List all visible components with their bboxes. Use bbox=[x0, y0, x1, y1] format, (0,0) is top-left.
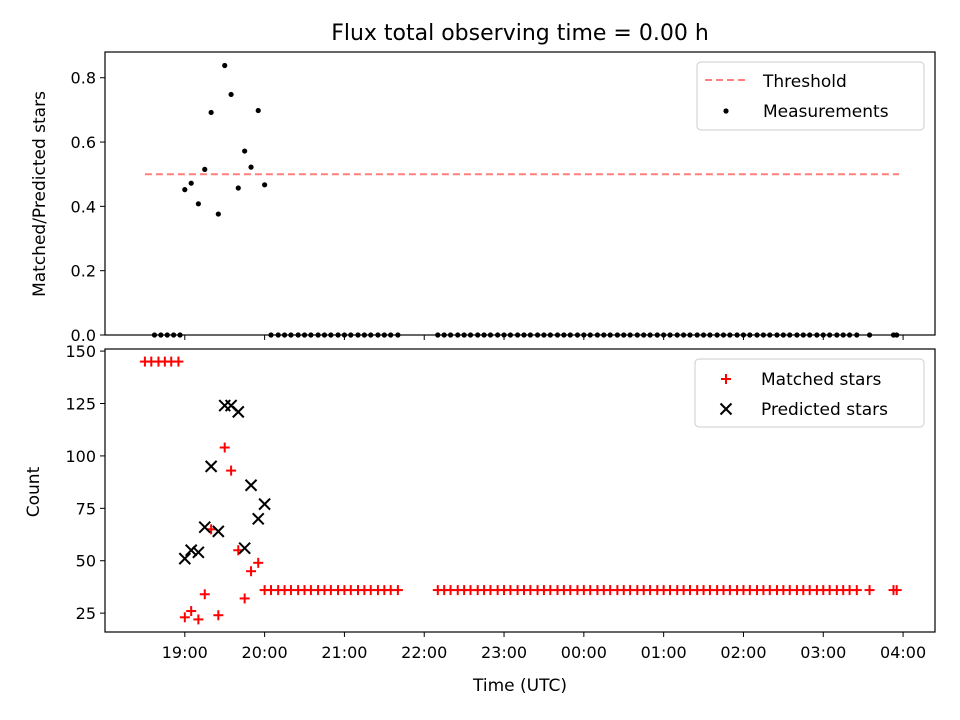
bottom-x-tick-label: 03:00 bbox=[800, 643, 846, 662]
predicted-star-point bbox=[252, 512, 265, 526]
predicted-star-point bbox=[258, 497, 271, 511]
measurement-point bbox=[242, 148, 248, 154]
legend-measurements-label: Measurements bbox=[763, 102, 889, 122]
matched-stars-series bbox=[139, 356, 902, 625]
top-plot-frame bbox=[104, 51, 936, 336]
matched-star-point bbox=[392, 585, 403, 596]
matched-star-point bbox=[891, 585, 902, 596]
bottom-x-tick-label: 02:00 bbox=[720, 643, 766, 662]
measurement-point bbox=[182, 187, 188, 193]
top-y-tick-label: 0.8 bbox=[71, 69, 96, 88]
bottom-x-tick-label: 04:00 bbox=[880, 643, 926, 662]
bottom-y-tick-label: 50 bbox=[76, 552, 96, 571]
top-y-ticks: 0.0 0.2 0.4 0.6 0.8 bbox=[71, 69, 105, 345]
matched-star-point bbox=[851, 585, 862, 596]
predicted-star-point bbox=[184, 544, 198, 557]
measurement-point bbox=[255, 107, 261, 114]
measurement-point bbox=[262, 182, 268, 188]
legend-matched-swatch bbox=[721, 374, 731, 384]
top-legend-box bbox=[696, 61, 925, 131]
legend-measurement-swatch bbox=[723, 108, 729, 114]
top-y-axis-label: Matched/Predicted stars bbox=[30, 91, 50, 297]
measurement-point bbox=[228, 91, 234, 98]
bottom-x-tick-label: 21:00 bbox=[321, 643, 367, 662]
matched-star-point bbox=[186, 606, 197, 617]
predicted-star-point bbox=[238, 541, 251, 555]
matched-star-point bbox=[239, 593, 250, 604]
measurement-point bbox=[195, 201, 201, 207]
bottom-y-tick-label: 150 bbox=[65, 342, 96, 361]
top-legend: Threshold Measurements bbox=[696, 61, 925, 131]
bottom-x-tick-label: 22:00 bbox=[401, 643, 447, 662]
bottom-y-axis-label: Count bbox=[24, 466, 44, 517]
top-y-tick-label: 0.2 bbox=[71, 262, 96, 281]
predicted-star-point bbox=[192, 546, 205, 559]
top-y-tick-label: 0.0 bbox=[71, 326, 96, 345]
bottom-x-tick-label: 00:00 bbox=[561, 643, 607, 662]
matched-star-point bbox=[219, 442, 230, 453]
bottom-x-tick-label: 01:00 bbox=[641, 643, 687, 662]
bottom-x-tick-label: 23:00 bbox=[481, 643, 527, 662]
matched-star-point bbox=[864, 585, 875, 596]
measurement-point bbox=[222, 62, 228, 69]
x-axis-label: Time (UTC) bbox=[472, 676, 567, 696]
matched-star-point bbox=[246, 566, 257, 577]
top-y-tick-label: 0.6 bbox=[71, 133, 96, 152]
legend-threshold-label: Threshold bbox=[762, 72, 847, 92]
bottom-y-ticks: 25 50 75 100 125 150 bbox=[65, 342, 105, 623]
measurement-point bbox=[188, 180, 194, 186]
chart-title: Flux total observing time = 0.00 h bbox=[331, 21, 709, 46]
matched-star-point bbox=[213, 610, 224, 621]
bottom-y-tick-label: 100 bbox=[65, 447, 96, 466]
measurement-point bbox=[202, 166, 208, 172]
matched-star-point bbox=[253, 557, 264, 568]
matched-star-point bbox=[199, 589, 210, 600]
bottom-legend-box bbox=[694, 358, 925, 428]
predicted-star-point bbox=[232, 405, 245, 419]
measurement-point bbox=[215, 211, 221, 217]
measurement-point bbox=[248, 164, 254, 170]
predicted-star-point bbox=[198, 520, 211, 534]
bottom-x-tick-label: 19:00 bbox=[162, 643, 208, 662]
matched-star-point bbox=[226, 465, 237, 476]
measurement-point bbox=[235, 185, 241, 191]
bottom-panel: Count 25 50 75 100 125 150 19:00 20:00 21:00 22:… bbox=[24, 342, 936, 696]
legend-predicted-label: Predicted stars bbox=[761, 400, 888, 420]
matched-star-point bbox=[179, 612, 190, 623]
bottom-plot-frame bbox=[104, 348, 936, 633]
bottom-y-tick-label: 75 bbox=[76, 499, 96, 518]
predicted-star-point bbox=[178, 552, 192, 565]
legend-matched-label: Matched stars bbox=[761, 370, 881, 390]
top-x-ticks bbox=[184, 335, 904, 340]
legend-predicted-swatch bbox=[719, 402, 733, 416]
predicted-star-point bbox=[212, 525, 225, 538]
bottom-y-tick-label: 125 bbox=[65, 395, 96, 414]
bottom-x-ticks: 19:00 20:00 21:00 22:00 23:00 00:00 01:00 02:00… bbox=[162, 632, 926, 662]
top-panel: Matched/Predicted stars 0.00.20.40.60.8 … bbox=[30, 51, 936, 345]
matched-star-point bbox=[193, 614, 204, 625]
bottom-x-tick-label: 20:00 bbox=[242, 643, 288, 662]
measurement-point bbox=[208, 109, 214, 116]
matched-star-point bbox=[173, 356, 184, 367]
bottom-y-tick-label: 25 bbox=[76, 604, 96, 623]
predicted-star-point bbox=[204, 460, 218, 473]
predicted-stars-series bbox=[178, 399, 271, 565]
bottom-legend: Matched stars Predicted stars bbox=[694, 358, 925, 428]
predicted-star-point bbox=[244, 479, 258, 492]
top-y-tick-label: 0.4 bbox=[71, 197, 96, 216]
